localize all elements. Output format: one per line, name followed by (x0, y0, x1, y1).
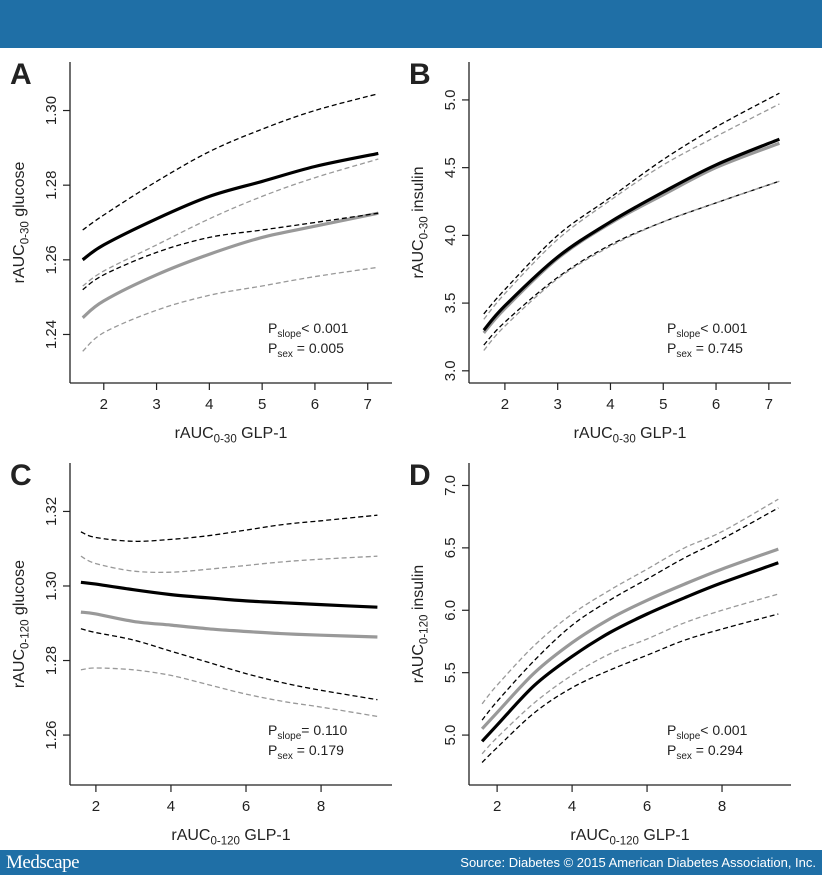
series-black-solid-line (81, 151, 379, 262)
x-tick-label: 8 (317, 798, 325, 815)
series-black-dashed-line (80, 628, 378, 701)
series-gray-dashed-line (483, 103, 780, 320)
p-value-annotation: Psex = 0.294 (667, 742, 743, 762)
p-value-annotation: Pslope= 0.110 (268, 722, 348, 742)
y-axis-label: rAUC0-30 insulin (410, 167, 430, 279)
x-tick-label: 2 (100, 396, 108, 413)
y-tick-label: 3.5 (442, 293, 459, 314)
y-tick-label: 5.5 (442, 662, 459, 683)
series-black-solid-line (480, 561, 779, 743)
y-tick-label: 5.0 (442, 89, 459, 110)
x-axis-label: rAUC0-120 GLP-1 (171, 827, 290, 847)
y-tick-label: 1.24 (43, 320, 60, 349)
series-gray-dashed-line (80, 667, 378, 718)
x-tick-label: 3 (554, 396, 562, 413)
x-tick-label: 3 (152, 396, 160, 413)
series-black-dashed-line (82, 212, 379, 291)
y-tick-label: 1.28 (43, 171, 60, 200)
y-tick-label: 1.26 (43, 720, 60, 749)
p-value-annotation: Psex = 0.745 (667, 340, 743, 360)
y-tick-label: 5.0 (442, 725, 459, 746)
series-black-dashed-line (481, 507, 779, 721)
series-gray-dashed-line (82, 266, 379, 352)
y-axis-label: rAUC0-120 insulin (410, 565, 430, 683)
series-gray-dashed-line (481, 593, 779, 755)
x-tick-label: 4 (205, 396, 213, 413)
p-value-annotation: Pslope< 0.001 (667, 722, 748, 742)
x-tick-label: 2 (493, 798, 501, 815)
y-tick-label: 7.0 (442, 475, 459, 496)
series-gray-dashed-line (483, 180, 780, 351)
y-tick-label: 1.30 (43, 571, 60, 600)
panel-a: A 2 3 4 5 6 7 1.24 1.26 1.28 1.30 rAUC0-30 GLP-1 rAU… (10, 58, 392, 445)
panel-letter: B (409, 58, 431, 91)
x-axis-label: rAUC0-30 GLP-1 (574, 425, 687, 445)
panel-b: B 2 3 4 5 6 7 3.0 3.5 4.0 4.5 5.0 rAUC0-30 GLP-1 rAUC… (409, 58, 791, 445)
series-gray-dashed-line (82, 158, 379, 287)
y-tick-label: 1.32 (43, 497, 60, 526)
series-gray-solid-line (81, 211, 379, 319)
x-tick-label: 6 (311, 396, 319, 413)
x-tick-label: 6 (643, 798, 651, 815)
panel-letter: D (409, 459, 431, 492)
y-tick-label: 1.26 (43, 245, 60, 274)
series-black-dashed-line (483, 92, 780, 315)
panel-d: D 2 4 6 8 5.0 5.5 6.0 6.5 7.0 rAUC0-120 GLP-1 rAUC0… (409, 459, 791, 847)
series-gray-solid-line (480, 547, 779, 730)
x-tick-label: 5 (258, 396, 266, 413)
panel-c: C 2 4 6 8 1.26 1.28 1.30 1.32 rAUC0-120 GLP-1 rAUC… (10, 459, 392, 847)
p-value-annotation: Psex = 0.005 (268, 340, 344, 360)
y-tick-label: 6.0 (442, 600, 459, 621)
x-tick-label: 2 (501, 396, 509, 413)
x-tick-label: 8 (718, 798, 726, 815)
y-tick-label: 3.0 (442, 360, 459, 381)
series-gray-dashed-line (481, 498, 779, 705)
x-tick-label: 4 (167, 798, 175, 815)
series-black-dashed-line (82, 93, 379, 231)
x-tick-label: 5 (659, 396, 667, 413)
series-gray-dashed-line (80, 555, 378, 574)
y-tick-label: 6.5 (442, 537, 459, 558)
x-axis-label: rAUC0-30 GLP-1 (175, 425, 288, 445)
y-tick-label: 1.30 (43, 96, 60, 125)
p-value-annotation: Pslope< 0.001 (667, 320, 748, 340)
panel-letter: A (10, 58, 32, 91)
y-axis-label: rAUC0-120 glucose (11, 560, 31, 688)
series-black-solid-line (482, 137, 781, 332)
top-banner (0, 0, 822, 48)
series-black-dashed-line (483, 180, 780, 346)
x-tick-label: 4 (606, 396, 614, 413)
source-credit: Source: Diabetes © 2015 American Diabete… (460, 855, 816, 870)
p-value-annotation: Psex = 0.179 (268, 742, 344, 762)
p-value-annotation: Pslope< 0.001 (268, 320, 349, 340)
series-black-solid-line (80, 580, 378, 609)
figure: A 2 3 4 5 6 7 1.24 1.26 1.28 1.30 rAUC0-30 GLP-1 rAU… (10, 58, 791, 847)
x-tick-label: 7 (364, 396, 372, 413)
y-tick-label: 1.28 (43, 646, 60, 675)
series-black-dashed-line (80, 514, 378, 542)
footer-banner: Medscape Source: Diabetes © 2015 America… (0, 850, 822, 875)
series-black-dashed-line (481, 613, 779, 763)
series-gray-solid-line (80, 610, 378, 639)
x-tick-label: 6 (242, 798, 250, 815)
x-axis-label: rAUC0-120 GLP-1 (570, 827, 689, 847)
y-axis-label: rAUC0-30 glucose (11, 162, 31, 284)
y-tick-label: 4.0 (442, 225, 459, 246)
y-tick-label: 4.5 (442, 157, 459, 178)
x-tick-label: 6 (712, 396, 720, 413)
x-tick-label: 4 (568, 798, 576, 815)
x-tick-label: 2 (92, 798, 100, 815)
x-tick-label: 7 (765, 396, 773, 413)
panel-letter: C (10, 459, 32, 492)
medscape-logo[interactable]: Medscape (6, 852, 80, 873)
